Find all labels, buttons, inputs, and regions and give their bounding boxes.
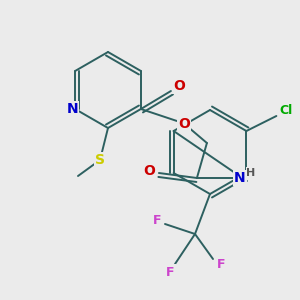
Text: Cl: Cl bbox=[280, 104, 293, 118]
Text: F: F bbox=[153, 214, 161, 227]
Text: O: O bbox=[143, 164, 155, 178]
Text: S: S bbox=[95, 153, 105, 167]
Text: N: N bbox=[66, 102, 78, 116]
Text: F: F bbox=[166, 266, 174, 278]
Text: F: F bbox=[217, 257, 225, 271]
Text: N: N bbox=[234, 171, 246, 185]
Text: O: O bbox=[178, 117, 190, 131]
Text: H: H bbox=[246, 168, 256, 178]
Text: O: O bbox=[173, 79, 185, 93]
